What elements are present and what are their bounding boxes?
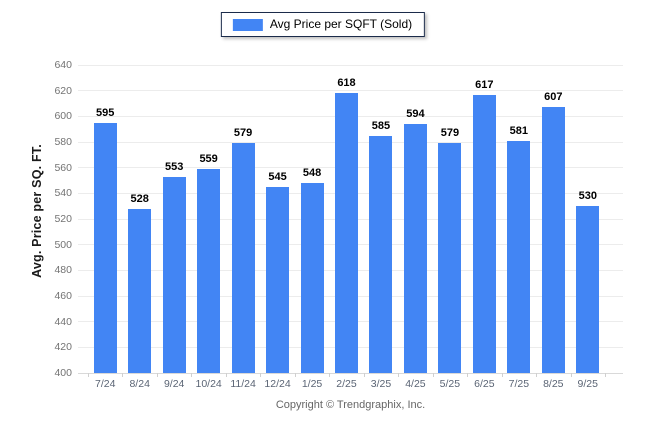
x-axis-tick-label: 8/25 (543, 378, 564, 390)
x-axis-tick-label: 7/25 (508, 378, 530, 390)
x-axis-tick-label: 11/24 (230, 378, 256, 390)
x-axis-tick-label: 8/24 (129, 378, 150, 390)
bar[interactable] (403, 124, 427, 373)
bar[interactable] (335, 93, 358, 373)
bar-value-label: 618 (337, 77, 356, 90)
bar-value-label: 594 (406, 108, 425, 121)
bar-value-label: 559 (199, 152, 218, 165)
legend-swatch-icon (232, 18, 263, 31)
y-axis-tick-label: 620 (54, 84, 72, 97)
x-axis-tick-mark (88, 373, 89, 377)
x-axis-tick-mark (225, 373, 227, 377)
bar-value-label: 553 (164, 160, 184, 173)
bar-value-label: 617 (475, 78, 494, 91)
x-axis-tick-mark (363, 373, 365, 377)
chart-legend[interactable]: Avg Price per SQFT (Sold) (220, 12, 426, 37)
y-axis-tick-label: 580 (54, 136, 72, 148)
bar[interactable] (93, 122, 117, 373)
x-axis-tick-mark (329, 373, 331, 377)
bar[interactable] (300, 183, 324, 373)
x-axis-tick-mark (605, 373, 606, 377)
y-axis-tick-label: 480 (54, 264, 72, 277)
x-axis-tick-label: 6/25 (474, 378, 495, 390)
bar[interactable] (369, 135, 393, 373)
bar[interactable] (266, 186, 290, 373)
x-axis-tick-label: 4/25 (405, 378, 426, 390)
bar[interactable] (472, 94, 496, 373)
x-axis-tick-label: 2/25 (336, 378, 357, 390)
bar-value-label: 530 (578, 190, 597, 203)
x-axis-tick-mark (501, 373, 503, 377)
y-axis-tick-label: 540 (54, 187, 72, 200)
x-axis-tick-mark (260, 373, 262, 377)
x-axis-tick-label: 7/24 (95, 378, 116, 390)
x-axis-tick-mark (570, 373, 572, 377)
x-axis-tick-label: 9/25 (577, 378, 598, 390)
copyright-text: Copyright © Trendgraphix, Inc. (275, 399, 426, 411)
bar-value-label: 528 (130, 192, 149, 205)
x-axis-tick-label: 10/24 (195, 378, 222, 390)
bar-chart-plot-area: 595 7/24 528 8/24 553 9/24 559 10/24 579 11/24 545… (78, 64, 623, 390)
bar-value-label: 579 (233, 127, 253, 140)
x-axis-tick-label: 9/24 (163, 378, 185, 390)
bar-value-label: 548 (302, 167, 322, 180)
bar-value-label: 607 (544, 91, 563, 104)
y-axis-tick-label: 440 (54, 315, 72, 328)
x-axis-tick-mark (536, 373, 538, 377)
x-axis-tick-label: 5/25 (439, 378, 461, 390)
bar-value-label: 585 (371, 119, 391, 132)
gridline (78, 64, 623, 66)
x-axis-tick-mark (156, 373, 158, 377)
bar[interactable] (128, 208, 152, 373)
y-axis-tick-label: 640 (54, 59, 72, 71)
bar[interactable] (576, 206, 600, 373)
bar[interactable] (507, 140, 531, 373)
bar[interactable] (541, 107, 565, 373)
y-axis-tick-label: 420 (54, 341, 72, 354)
y-axis-tick-label: 560 (54, 161, 72, 174)
bar-value-label: 545 (268, 170, 287, 183)
bar[interactable] (162, 176, 186, 373)
x-axis-tick-mark (294, 373, 296, 377)
y-axis-tick-label: 460 (54, 290, 72, 302)
bar[interactable] (231, 143, 255, 373)
bar[interactable] (438, 143, 462, 373)
x-axis-tick-mark (191, 373, 193, 377)
x-axis-tick-label: 3/25 (370, 378, 392, 390)
bar-value-label: 581 (509, 124, 528, 137)
bar[interactable] (197, 168, 221, 373)
y-axis-tick-label: 400 (54, 367, 72, 379)
bar-value-label: 595 (96, 106, 115, 119)
x-axis-tick-mark (467, 373, 469, 377)
x-axis-tick-mark (398, 373, 400, 377)
y-axis-tick-label: 520 (54, 213, 72, 225)
x-axis-tick-mark (432, 373, 434, 377)
x-axis-tick-label: 1/25 (301, 378, 323, 390)
legend-label: Avg Price per SQFT (Sold) (269, 17, 413, 31)
gridline (78, 90, 623, 92)
y-axis-tick-label: 600 (54, 110, 72, 123)
x-axis-tick-mark (122, 373, 124, 377)
y-axis-tick-label: 500 (54, 238, 72, 251)
bar-value-label: 579 (440, 127, 460, 140)
x-axis-tick-label: 12/24 (264, 378, 291, 390)
